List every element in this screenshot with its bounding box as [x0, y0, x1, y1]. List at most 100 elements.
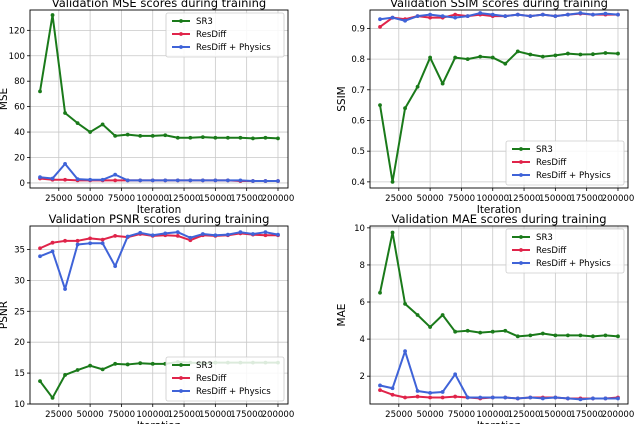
x-tick-label: 150000 [199, 194, 232, 204]
data-point [453, 372, 458, 377]
data-point [415, 84, 420, 89]
data-point [440, 395, 445, 400]
data-point [88, 130, 93, 134]
data-point [125, 362, 130, 367]
data-point [175, 178, 180, 183]
data-point [515, 334, 520, 339]
data-point [138, 178, 143, 183]
data-point [88, 241, 93, 246]
data-point [591, 334, 595, 339]
data-point [490, 329, 495, 334]
series-line-0 [379, 231, 619, 338]
data-point [75, 242, 80, 247]
data-point [113, 133, 118, 138]
data-point [251, 232, 255, 236]
data-point [616, 396, 620, 401]
data-point [390, 179, 395, 184]
legend-marker [179, 389, 183, 393]
data-point [453, 329, 458, 334]
data-point [553, 333, 558, 338]
data-point [88, 236, 93, 241]
data-point [415, 313, 420, 317]
series-line-2 [39, 162, 278, 183]
data-point [503, 61, 508, 66]
y-tick-label: 0 [20, 179, 25, 189]
data-point [251, 136, 255, 141]
data-point [63, 177, 67, 182]
data-point [175, 230, 180, 235]
chart-title: Validation MSE scores during training [52, 0, 266, 10]
data-point [478, 11, 483, 15]
data-point [75, 121, 80, 126]
legend-box [505, 140, 625, 186]
legend-marker [179, 376, 183, 380]
data-point [50, 249, 55, 254]
x-tick-label: 75000 [448, 194, 475, 204]
legend: SR3 ResDiff ResDiff + Physics [165, 356, 285, 402]
series-line-0 [39, 14, 279, 140]
data-point [175, 233, 180, 238]
data-point [578, 333, 583, 338]
data-point [63, 238, 67, 243]
data-point [251, 179, 255, 183]
data-point [415, 394, 420, 399]
data-point [88, 363, 93, 368]
data-point [75, 368, 80, 372]
axes-frame [29, 225, 289, 405]
data-point [390, 386, 395, 391]
data-point [390, 230, 395, 235]
y-tick-label: 10 [354, 224, 365, 234]
data-point [188, 235, 193, 240]
x-tick-label: 175000 [230, 194, 263, 204]
series-line-2 [39, 231, 279, 291]
legend-label: SR3 [536, 233, 553, 243]
data-point [125, 178, 130, 183]
data-point [150, 233, 155, 238]
x-tick-label: 50000 [416, 410, 443, 420]
data-point [440, 81, 445, 86]
data-point [200, 135, 205, 140]
y-axis-label: PSNR [0, 301, 10, 329]
y-tick-label: 20 [14, 153, 25, 163]
legend-label: ResDiff [536, 158, 567, 168]
data-point [238, 230, 243, 235]
data-point [415, 389, 420, 393]
data-point [428, 12, 433, 17]
data-point [390, 15, 395, 20]
data-point [50, 240, 55, 245]
data-point [503, 395, 508, 400]
data-point [125, 234, 130, 239]
data-point [113, 233, 118, 238]
data-point [175, 135, 180, 140]
data-point [263, 135, 268, 140]
data-point [38, 246, 42, 251]
data-point [403, 349, 407, 354]
legend-marker [179, 363, 183, 367]
data-point [263, 230, 268, 235]
chart-panel-3: 25000 50000 75000 1000001250001500001750002… [0, 212, 294, 424]
x-tick-label: 150000 [199, 410, 232, 420]
x-tick-label: 100000 [136, 410, 169, 420]
data-point [490, 55, 495, 60]
data-point [603, 51, 608, 55]
legend-label: SR3 [196, 17, 213, 27]
legend-marker [179, 32, 183, 36]
data-point [63, 373, 67, 377]
x-tick-label: 200000 [602, 194, 635, 204]
data-point [591, 12, 595, 17]
x-tick-label: 50000 [76, 410, 103, 420]
data-point [263, 179, 268, 183]
data-point [616, 334, 620, 339]
data-point [100, 122, 105, 127]
x-tick-label: 25000 [385, 410, 412, 420]
data-point [225, 135, 230, 140]
data-point [465, 395, 470, 400]
x-tick-label: 100000 [476, 194, 509, 204]
data-point [50, 395, 55, 400]
legend: SR3 ResDiff ResDiff + Physics [505, 228, 625, 274]
x-tick-label: 25000 [385, 194, 412, 204]
data-point [490, 12, 495, 17]
data-point [150, 178, 155, 183]
data-point [528, 395, 533, 400]
y-tick-label: 0.7 [351, 86, 365, 96]
